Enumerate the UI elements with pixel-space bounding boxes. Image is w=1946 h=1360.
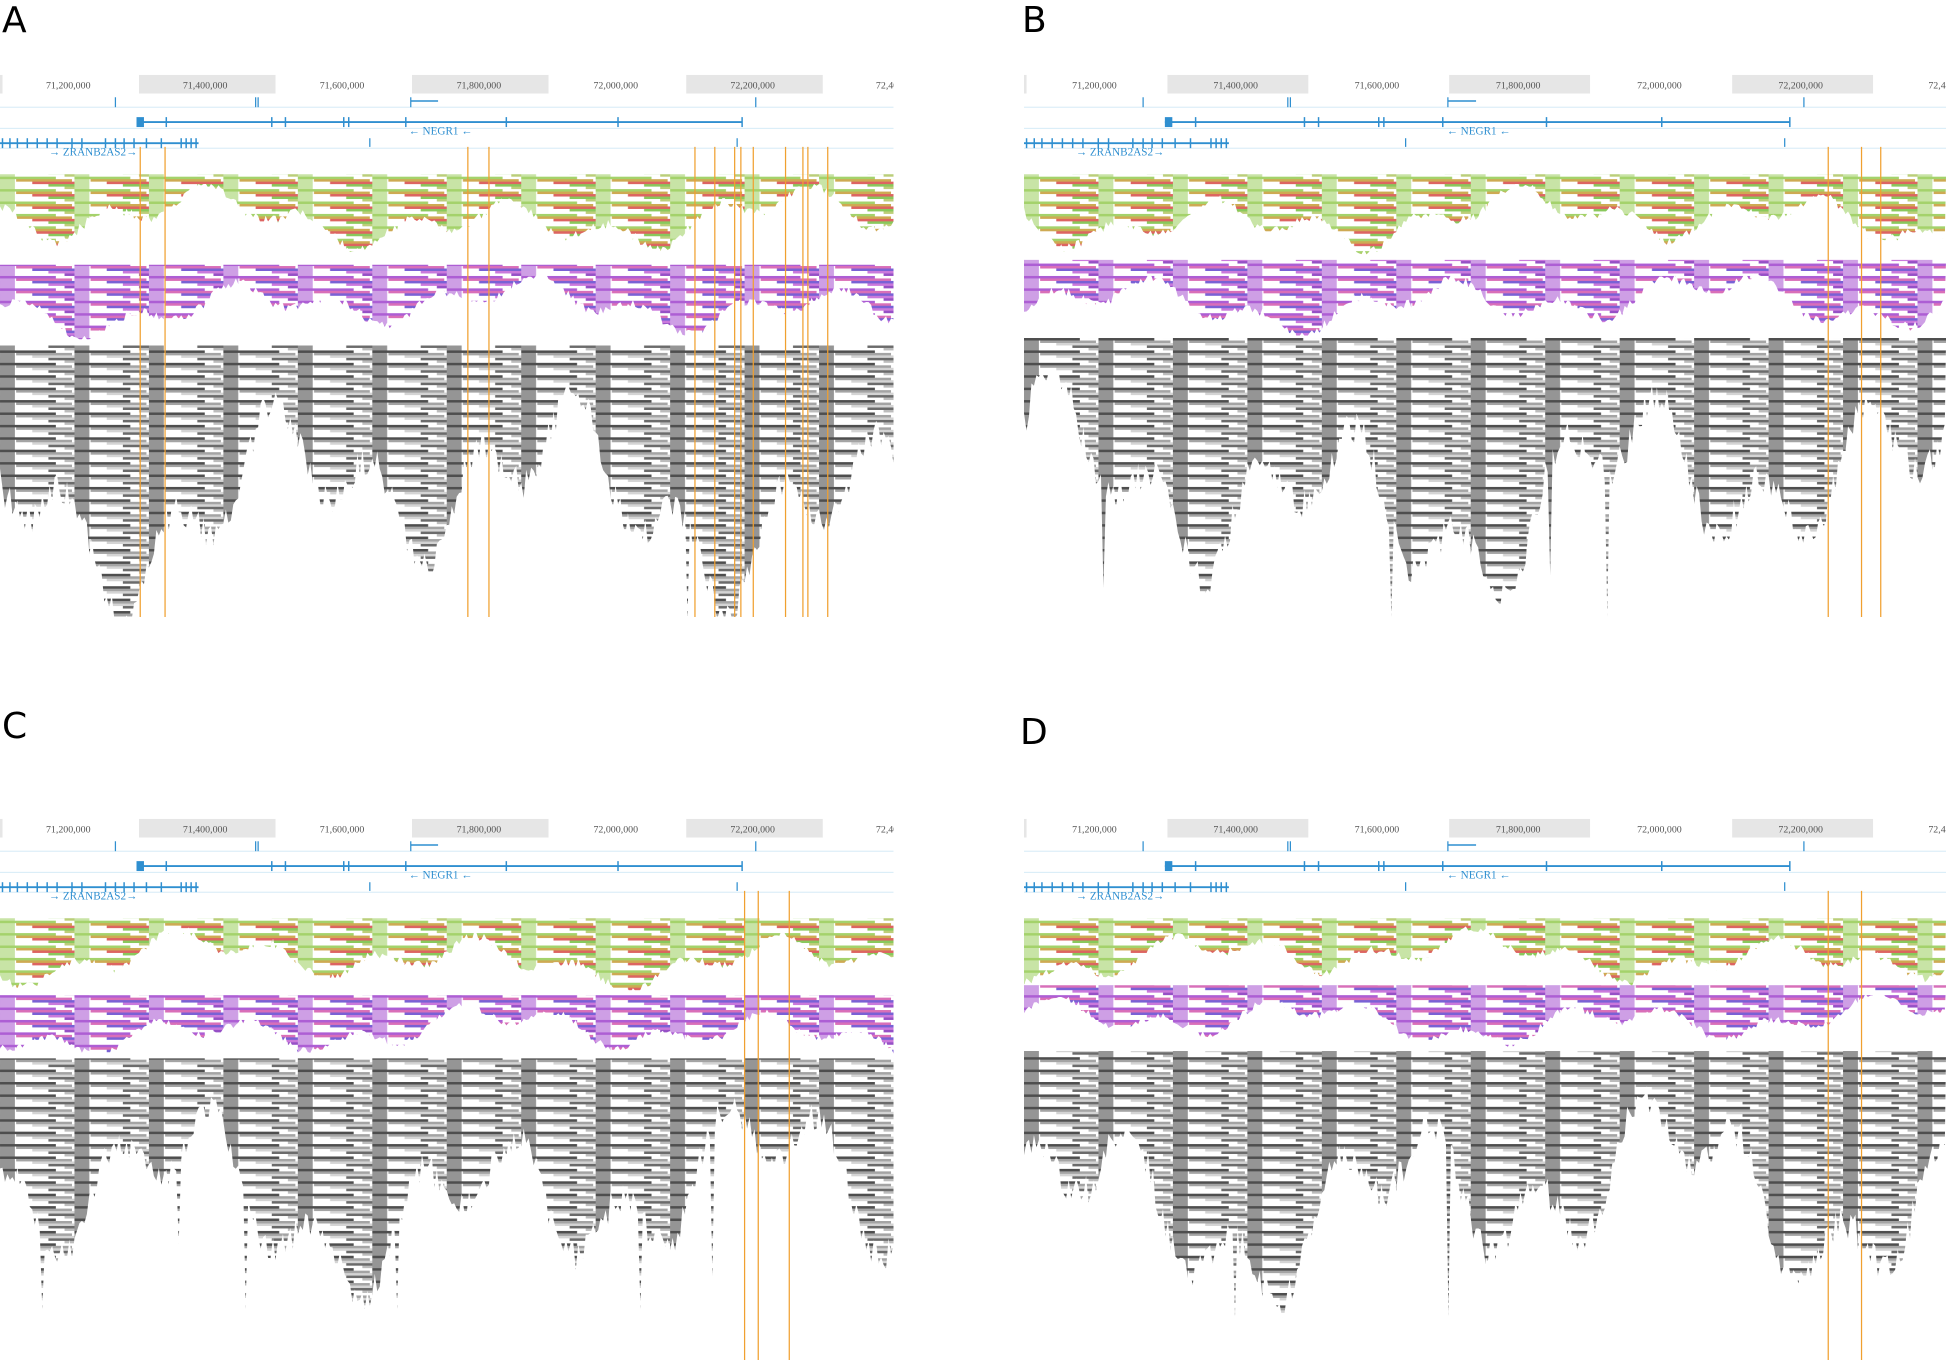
gene-label: ← NEGR1 ←	[1447, 125, 1511, 137]
ruler-label: 71,800,000	[457, 80, 502, 91]
gene-label: → ZRANB2AS2→	[1076, 146, 1164, 158]
ruler-block	[1023, 819, 1027, 838]
ruler-block	[1167, 74, 1309, 94]
ruler-label: 72,400	[876, 825, 894, 836]
gene-label: → ZRANB2AS2→	[49, 146, 137, 158]
browser-panel: 71,200,000 71,400,000 71,600,000 71,800,000…	[1023, 74, 1946, 617]
read-pileup	[0, 995, 894, 1057]
ruler-label: 72,000,000	[1637, 80, 1682, 91]
ruler-label: 71,200,000	[46, 80, 91, 91]
ruler-label: 72,200,000	[730, 80, 775, 91]
gene-label: → ZRANB2AS2→	[49, 891, 137, 903]
exon	[136, 861, 144, 872]
browser-panel: 71,200,000 71,400,000 71,600,000 71,800,000…	[0, 819, 894, 1360]
ruler-label: 72,000,000	[1637, 825, 1682, 836]
exon	[136, 116, 144, 127]
ruler-label: 72,400	[876, 80, 894, 91]
ruler-label: 71,200,000	[1072, 80, 1117, 91]
ruler-block	[412, 74, 549, 94]
gene-label: → ZRANB2AS2→	[1076, 891, 1164, 903]
read-pileup	[0, 918, 894, 993]
panel-label: D	[1020, 712, 1048, 753]
exon	[1164, 861, 1173, 872]
ruler-label: 71,800,000	[457, 825, 502, 836]
browser-panel: 71,200,000 71,400,000 71,600,000 71,800,000…	[0, 74, 894, 617]
ruler-block	[1732, 819, 1873, 838]
ruler-block	[686, 819, 823, 838]
panel-label: B	[1022, 0, 1047, 41]
ruler-label: 71,600,000	[320, 80, 365, 91]
ruler-label: 71,400,000	[183, 80, 228, 91]
ruler-label: 71,800,000	[1496, 825, 1541, 836]
ruler-label: 72,400	[1928, 80, 1946, 91]
ruler-block	[1448, 819, 1590, 838]
ruler-label: 71,400,000	[1213, 825, 1258, 836]
ruler-label: 72,200,000	[1778, 80, 1823, 91]
read-pileup	[0, 344, 894, 617]
ruler-block	[686, 74, 823, 94]
ruler-block	[1023, 74, 1027, 94]
ruler-label: 72,000,000	[593, 825, 638, 836]
ruler-label: 71,800,000	[1496, 80, 1541, 91]
ruler-label: 72,200,000	[1778, 825, 1823, 836]
ruler-label: 71,400,000	[1213, 80, 1258, 91]
ruler-label: 72,200,000	[730, 825, 775, 836]
read-pileup	[1023, 918, 1946, 986]
ruler-block	[0, 819, 3, 838]
read-pileup	[1023, 337, 1946, 617]
read-pileup	[0, 173, 894, 252]
read-pileup	[1023, 1051, 1946, 1318]
ruler-label: 71,200,000	[46, 825, 91, 836]
ruler-block	[138, 819, 276, 838]
ruler-block	[0, 74, 3, 94]
ruler-block	[1732, 74, 1873, 94]
ruler-block	[412, 819, 549, 838]
gene-label: ← NEGR1 ←	[409, 125, 473, 137]
ruler-label: 71,600,000	[1354, 825, 1399, 836]
ruler-label: 71,200,000	[1072, 825, 1117, 836]
ruler-label: 71,600,000	[320, 825, 365, 836]
panel-label: C	[2, 706, 28, 747]
ruler-block	[1167, 819, 1309, 838]
ruler-block	[138, 74, 276, 94]
panel-label: A	[2, 0, 27, 41]
gene-label: ← NEGR1 ←	[409, 870, 473, 882]
read-pileup	[0, 1058, 894, 1310]
read-pileup	[0, 264, 894, 339]
browser-panel: 71,200,000 71,400,000 71,600,000 71,800,000…	[1023, 819, 1946, 1360]
read-pileup	[1023, 173, 1946, 254]
ruler-label: 72,000,000	[593, 80, 638, 91]
ruler-label: 71,600,000	[1354, 80, 1399, 91]
ruler-label: 71,400,000	[183, 825, 228, 836]
gene-label: ← NEGR1 ←	[1447, 870, 1511, 882]
exon	[1164, 116, 1173, 127]
read-pileup	[1023, 259, 1946, 337]
ruler-label: 72,400	[1928, 825, 1946, 836]
ruler-block	[1448, 74, 1590, 94]
read-pileup	[1023, 985, 1946, 1047]
